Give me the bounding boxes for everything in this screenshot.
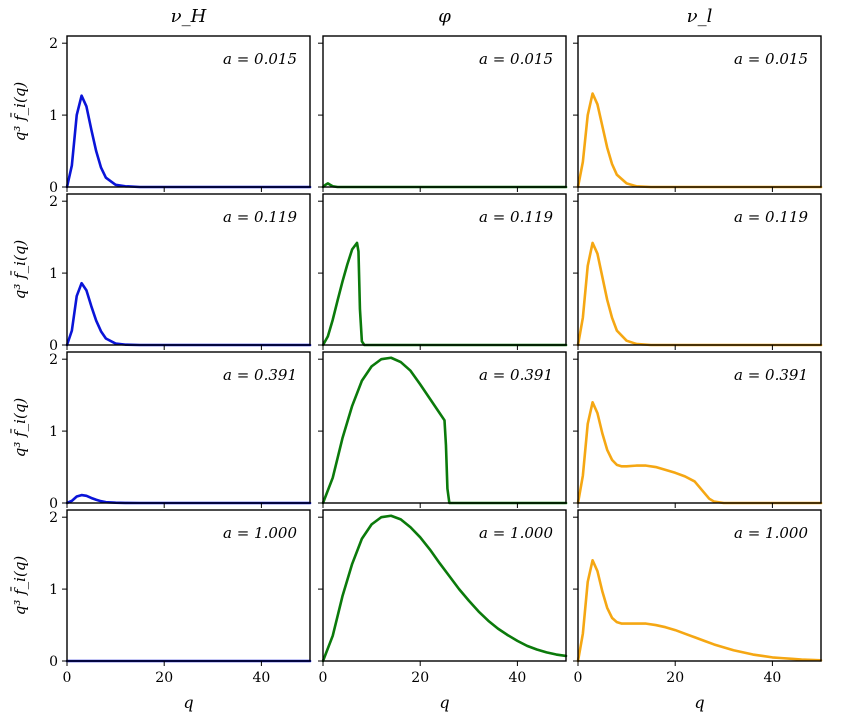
x-axis-label: q <box>183 693 193 712</box>
y-tick-label: 0 <box>49 180 58 196</box>
panel-scale-factor-label: a = 1.000 <box>734 524 808 542</box>
series-line-phi-r3 <box>321 514 568 663</box>
y-tick-label: 0 <box>49 654 58 670</box>
y-tick-label: 0 <box>49 338 58 354</box>
x-tick-label: 0 <box>63 670 72 686</box>
series-line-phi-r2 <box>321 356 568 505</box>
panel-r3-c1: 0 20 40 a = 1.000 <box>318 509 568 686</box>
panel-frame <box>322 35 567 188</box>
panel-frame <box>322 509 567 662</box>
y-axis-label: q³ f̄_i(q) <box>11 556 29 616</box>
column-title-nu-h: ν_H <box>171 6 207 27</box>
series-line-nu-l-r3 <box>576 559 823 663</box>
y-tick-label: 2 <box>49 194 58 210</box>
panel-scale-factor-label: a = 0.119 <box>223 208 297 226</box>
series-line-phi-r1 <box>321 241 568 347</box>
y-tick-label: 1 <box>49 582 58 598</box>
panel-r0-c1: a = 0.015 <box>318 35 568 192</box>
panel-frame <box>322 193 567 346</box>
y-tick-label: 1 <box>49 108 58 124</box>
column-title-nu-l: ν_l <box>687 6 713 27</box>
x-axis-label: q <box>694 693 704 712</box>
panel-r1-c2: a = 0.119 <box>573 193 823 350</box>
panel-frame <box>577 35 822 188</box>
panel-scale-factor-label: a = 0.015 <box>479 50 553 68</box>
x-tick-label: 20 <box>155 670 173 686</box>
x-tick-label: 40 <box>763 670 781 686</box>
panel-frame <box>66 351 311 504</box>
panel-r0-c0: 0 1 2 a = 0.015 <box>49 35 312 196</box>
panel-scale-factor-label: a = 1.000 <box>479 524 553 542</box>
panel-frame <box>66 509 311 662</box>
panel-r2-c2: a = 0.391 <box>573 351 823 508</box>
panel-r2-c1: a = 0.391 <box>318 351 568 508</box>
series-line-nu-l-r1 <box>576 241 823 347</box>
y-tick-label: 2 <box>49 352 58 368</box>
panel-frame <box>66 193 311 346</box>
panel-scale-factor-label: a = 0.391 <box>734 366 808 384</box>
x-axis-label: q <box>439 693 449 712</box>
x-tick-label: 20 <box>411 670 429 686</box>
series-line-nu-l-r0 <box>576 92 823 189</box>
series-line-nu-h-r0 <box>65 94 312 189</box>
y-axis-label: q³ f̄_i(q) <box>11 398 29 458</box>
y-tick-label: 2 <box>49 36 58 52</box>
y-tick-label: 0 <box>49 496 58 512</box>
panel-scale-factor-label: a = 0.391 <box>479 366 553 384</box>
x-tick-label: 40 <box>508 670 526 686</box>
column-title-phi: φ <box>438 6 451 27</box>
panel-frame <box>322 351 567 504</box>
y-tick-label: 1 <box>49 424 58 440</box>
panel-scale-factor-label: a = 0.391 <box>223 366 297 384</box>
series-line-nu-h-r2 <box>65 493 312 505</box>
panel-frame <box>577 351 822 504</box>
panel-scale-factor-label: a = 0.015 <box>223 50 297 68</box>
panel-r3-c2: 0 20 40 a = 1.000 <box>573 509 823 686</box>
panel-scale-factor-label: a = 0.119 <box>479 208 553 226</box>
panel-r1-c0: 0 1 2 a = 0.119 <box>49 193 312 354</box>
panel-r2-c0: 0 1 2 a = 0.391 <box>49 351 312 512</box>
panel-frame <box>66 35 311 188</box>
panel-r0-c2: a = 0.015 <box>573 35 823 192</box>
y-tick-label: 2 <box>49 510 58 526</box>
series-line-nu-l-r2 <box>576 401 823 505</box>
panel-scale-factor-label: a = 0.119 <box>734 208 808 226</box>
y-axis-label: q³ f̄_i(q) <box>11 82 29 142</box>
panel-scale-factor-label: a = 1.000 <box>223 524 297 542</box>
x-tick-label: 40 <box>252 670 270 686</box>
y-axis-label: q³ f̄_i(q) <box>11 240 29 300</box>
series-line-nu-h-r1 <box>65 281 312 347</box>
panel-frame <box>577 509 822 662</box>
x-tick-label: 20 <box>666 670 684 686</box>
x-tick-label: 0 <box>574 670 583 686</box>
panel-frame <box>577 193 822 346</box>
panel-r1-c1: a = 0.119 <box>318 193 568 350</box>
y-tick-label: 1 <box>49 266 58 282</box>
panel-scale-factor-label: a = 0.015 <box>734 50 808 68</box>
x-tick-label: 0 <box>319 670 328 686</box>
